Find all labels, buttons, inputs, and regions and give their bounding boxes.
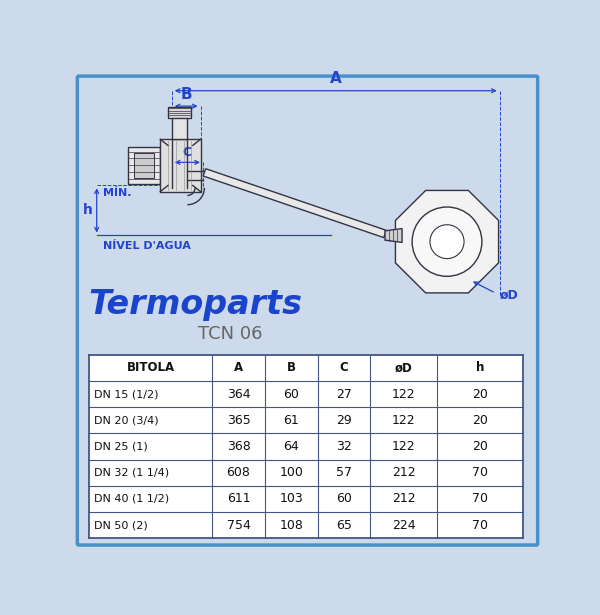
Text: 364: 364 — [227, 387, 250, 400]
FancyBboxPatch shape — [160, 139, 200, 192]
Text: 70: 70 — [472, 493, 488, 506]
Text: BITOLA: BITOLA — [127, 362, 175, 375]
Text: 60: 60 — [336, 493, 352, 506]
Text: A: A — [330, 71, 341, 86]
Text: DN 25 (1): DN 25 (1) — [94, 442, 148, 451]
Text: A: A — [234, 362, 243, 375]
Text: 368: 368 — [227, 440, 250, 453]
Text: 212: 212 — [392, 466, 415, 479]
Text: 20: 20 — [472, 440, 488, 453]
Bar — [128, 147, 160, 184]
Text: h: h — [476, 362, 484, 375]
Circle shape — [412, 207, 482, 276]
Text: øD: øD — [500, 288, 518, 301]
Text: 64: 64 — [283, 440, 299, 453]
Text: 611: 611 — [227, 493, 250, 506]
Text: 608: 608 — [227, 466, 250, 479]
Text: 100: 100 — [279, 466, 303, 479]
Text: Termoparts: Termoparts — [88, 288, 302, 321]
Text: C: C — [340, 362, 348, 375]
Text: TCN 06: TCN 06 — [198, 325, 262, 343]
Text: DN 32 (1 1/4): DN 32 (1 1/4) — [94, 467, 169, 478]
Text: 61: 61 — [283, 414, 299, 427]
Text: h: h — [83, 204, 93, 218]
Bar — [134, 153, 154, 178]
Text: 365: 365 — [227, 414, 250, 427]
Text: 27: 27 — [336, 387, 352, 400]
Polygon shape — [385, 229, 402, 242]
Text: DN 50 (2): DN 50 (2) — [94, 520, 148, 530]
Text: 20: 20 — [472, 387, 488, 400]
Text: 103: 103 — [280, 493, 303, 506]
Text: 29: 29 — [336, 414, 352, 427]
Text: 754: 754 — [227, 518, 250, 531]
Bar — [172, 116, 187, 139]
Text: B: B — [287, 362, 296, 375]
Text: 212: 212 — [392, 493, 415, 506]
Text: 20: 20 — [472, 414, 488, 427]
Text: 108: 108 — [279, 518, 303, 531]
Text: 57: 57 — [336, 466, 352, 479]
Polygon shape — [395, 191, 499, 293]
Text: NÍVEL D'AGUA: NÍVEL D'AGUA — [103, 241, 191, 252]
Text: 122: 122 — [392, 440, 415, 453]
Text: MÍN.: MÍN. — [103, 188, 131, 198]
Text: B: B — [181, 87, 192, 101]
FancyBboxPatch shape — [77, 76, 538, 545]
Text: 122: 122 — [392, 414, 415, 427]
Text: 122: 122 — [392, 387, 415, 400]
Text: DN 40 (1 1/2): DN 40 (1 1/2) — [94, 494, 169, 504]
Text: 32: 32 — [336, 440, 352, 453]
Text: 60: 60 — [283, 387, 299, 400]
Text: 70: 70 — [472, 466, 488, 479]
Text: 70: 70 — [472, 518, 488, 531]
Circle shape — [430, 224, 464, 258]
Polygon shape — [203, 169, 386, 237]
Bar — [89, 355, 523, 538]
Text: DN 15 (1/2): DN 15 (1/2) — [94, 389, 158, 399]
Text: 65: 65 — [336, 518, 352, 531]
Text: DN 20 (3/4): DN 20 (3/4) — [94, 415, 158, 426]
Text: C: C — [183, 146, 192, 159]
Text: øD: øD — [395, 362, 412, 375]
Bar — [168, 107, 191, 117]
Text: 224: 224 — [392, 518, 415, 531]
